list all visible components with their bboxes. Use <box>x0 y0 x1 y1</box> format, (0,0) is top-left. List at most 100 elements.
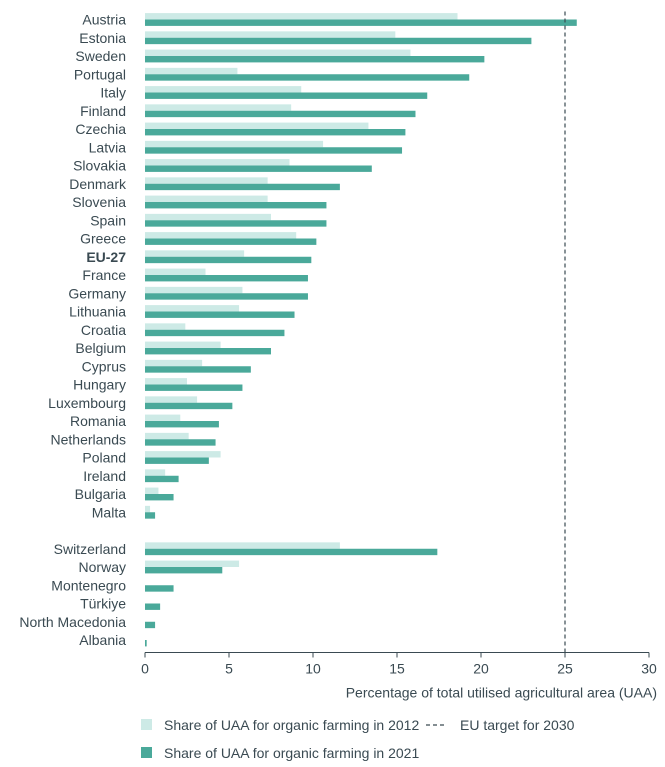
bar-croatia-2021 <box>145 329 285 337</box>
bar-slovenia-2012 <box>145 195 268 202</box>
bar-netherlands-2021 <box>145 439 216 446</box>
category-label-bulgaria: Bulgaria <box>75 486 127 502</box>
bar-switzerland-2012 <box>145 542 340 549</box>
bar-montenegro-2021 <box>145 585 174 592</box>
category-label-france: France <box>82 267 126 283</box>
category-label-eu-27: EU-27 <box>86 249 126 265</box>
bar-greece-2012 <box>145 232 297 239</box>
bar-eu-27-2012 <box>145 250 245 257</box>
bar-poland-2021 <box>145 457 209 464</box>
category-label-finland: Finland <box>80 103 126 119</box>
bar-austria-2021 <box>145 19 577 26</box>
bar-estonia-2012 <box>145 31 396 38</box>
category-label-croatia: Croatia <box>81 322 126 338</box>
bar-albania-2021 <box>145 640 147 647</box>
category-label-albania: Albania <box>79 632 126 648</box>
bar-sweden-2021 <box>145 56 485 63</box>
bar-germany-2021 <box>145 293 308 300</box>
category-label-poland: Poland <box>82 450 126 466</box>
category-label-luxembourg: Luxembourg <box>48 395 126 411</box>
category-label-slovenia: Slovenia <box>72 194 126 210</box>
x-tick-label-0: 0 <box>141 661 149 677</box>
category-label-switzerland: Switzerland <box>54 541 126 557</box>
bar-belgium-2012 <box>145 341 221 348</box>
category-label-netherlands: Netherlands <box>51 431 127 447</box>
bar-slovakia-2021 <box>145 165 372 172</box>
bar-switzerland-2021 <box>145 548 438 556</box>
bar-lithuania-2012 <box>145 305 240 312</box>
bar-eu-27-2021 <box>145 256 312 264</box>
bars-group <box>145 13 577 647</box>
bar-greece-2021 <box>145 238 317 245</box>
legend-swatch-2012 <box>141 719 152 730</box>
bar-norway-2021 <box>145 567 223 574</box>
bar-romania-2021 <box>145 421 219 428</box>
x-tick-label-20: 20 <box>473 661 489 677</box>
bar-austria-2012 <box>145 13 458 20</box>
bar-ireland-2021 <box>145 475 179 483</box>
x-axis-title: Percentage of total utilised agricultura… <box>346 685 657 701</box>
category-label-austria: Austria <box>82 12 126 28</box>
bar-italy-2012 <box>145 86 302 93</box>
x-tick-label-30: 30 <box>641 661 657 677</box>
x-tick-label-15: 15 <box>389 661 405 677</box>
category-label-cyprus: Cyprus <box>82 358 126 374</box>
bar-cyprus-2012 <box>145 359 203 367</box>
category-label-italy: Italy <box>100 85 126 101</box>
bar-czechia-2021 <box>145 129 406 136</box>
category-label-slovakia: Slovakia <box>73 158 126 174</box>
bar-romania-2012 <box>145 414 181 421</box>
x-tick-label-5: 5 <box>225 661 233 677</box>
bar-hungary-2012 <box>145 378 187 385</box>
category-label-germany: Germany <box>68 285 126 301</box>
bar-italy-2021 <box>145 92 428 99</box>
bar-france-2012 <box>145 268 206 275</box>
bar-finland-2012 <box>145 104 292 111</box>
legend-swatch-2021 <box>141 747 152 758</box>
category-label-ireland: Ireland <box>83 468 126 484</box>
category-label-estonia: Estonia <box>79 30 126 46</box>
bar-finland-2021 <box>145 110 416 118</box>
bar-spain-2021 <box>145 220 327 227</box>
bar-slovenia-2021 <box>145 202 327 209</box>
bar-estonia-2021 <box>145 37 532 45</box>
bar-malta-2012 <box>145 505 151 513</box>
bar-spain-2012 <box>145 213 271 221</box>
category-label-czechia: Czechia <box>75 121 126 137</box>
bar-croatia-2012 <box>145 323 186 330</box>
category-label-montenegro: Montenegro <box>51 577 126 593</box>
bar-belgium-2021 <box>145 348 271 355</box>
category-label-norway: Norway <box>79 559 126 575</box>
bar-lithuania-2021 <box>145 311 295 318</box>
legend: Share of UAA for organic farming in 2012… <box>141 717 575 761</box>
x-tick-label-10: 10 <box>305 661 321 677</box>
category-label-latvia: Latvia <box>89 139 127 155</box>
bar-bulgaria-2012 <box>145 487 159 494</box>
legend-label-target: EU target for 2030 <box>460 717 575 733</box>
bar-denmark-2021 <box>145 183 340 191</box>
bar-portugal-2012 <box>145 67 238 75</box>
bar-bulgaria-2021 <box>145 494 174 501</box>
category-labels-group: Austria Estonia Sweden Portugal Italy Finland… <box>19 12 127 649</box>
bar-turkiye-2021 <box>145 603 161 610</box>
category-label-north-macedonia: North Macedonia <box>19 614 126 630</box>
bar-luxembourg-2012 <box>145 396 198 403</box>
bar-germany-2012 <box>145 286 243 294</box>
bar-denmark-2012 <box>145 177 268 184</box>
bar-latvia-2012 <box>145 140 324 148</box>
category-label-spain: Spain <box>90 212 126 228</box>
category-label-turkiye: Türkiye <box>80 596 126 612</box>
category-label-portugal: Portugal <box>74 66 126 82</box>
category-label-hungary: Hungary <box>73 377 126 393</box>
category-label-greece: Greece <box>80 231 126 247</box>
legend-label-2012: Share of UAA for organic farming in 2012 <box>164 717 419 733</box>
category-label-romania: Romania <box>70 413 126 429</box>
bar-north-macedonia-2021 <box>145 621 156 629</box>
bar-hungary-2021 <box>145 384 243 391</box>
bar-sweden-2012 <box>145 49 411 56</box>
legend-label-2021: Share of UAA for organic farming in 2021 <box>164 745 419 761</box>
bar-malta-2021 <box>145 512 156 519</box>
x-tick-label-25: 25 <box>557 661 573 677</box>
bar-portugal-2021 <box>145 74 470 81</box>
